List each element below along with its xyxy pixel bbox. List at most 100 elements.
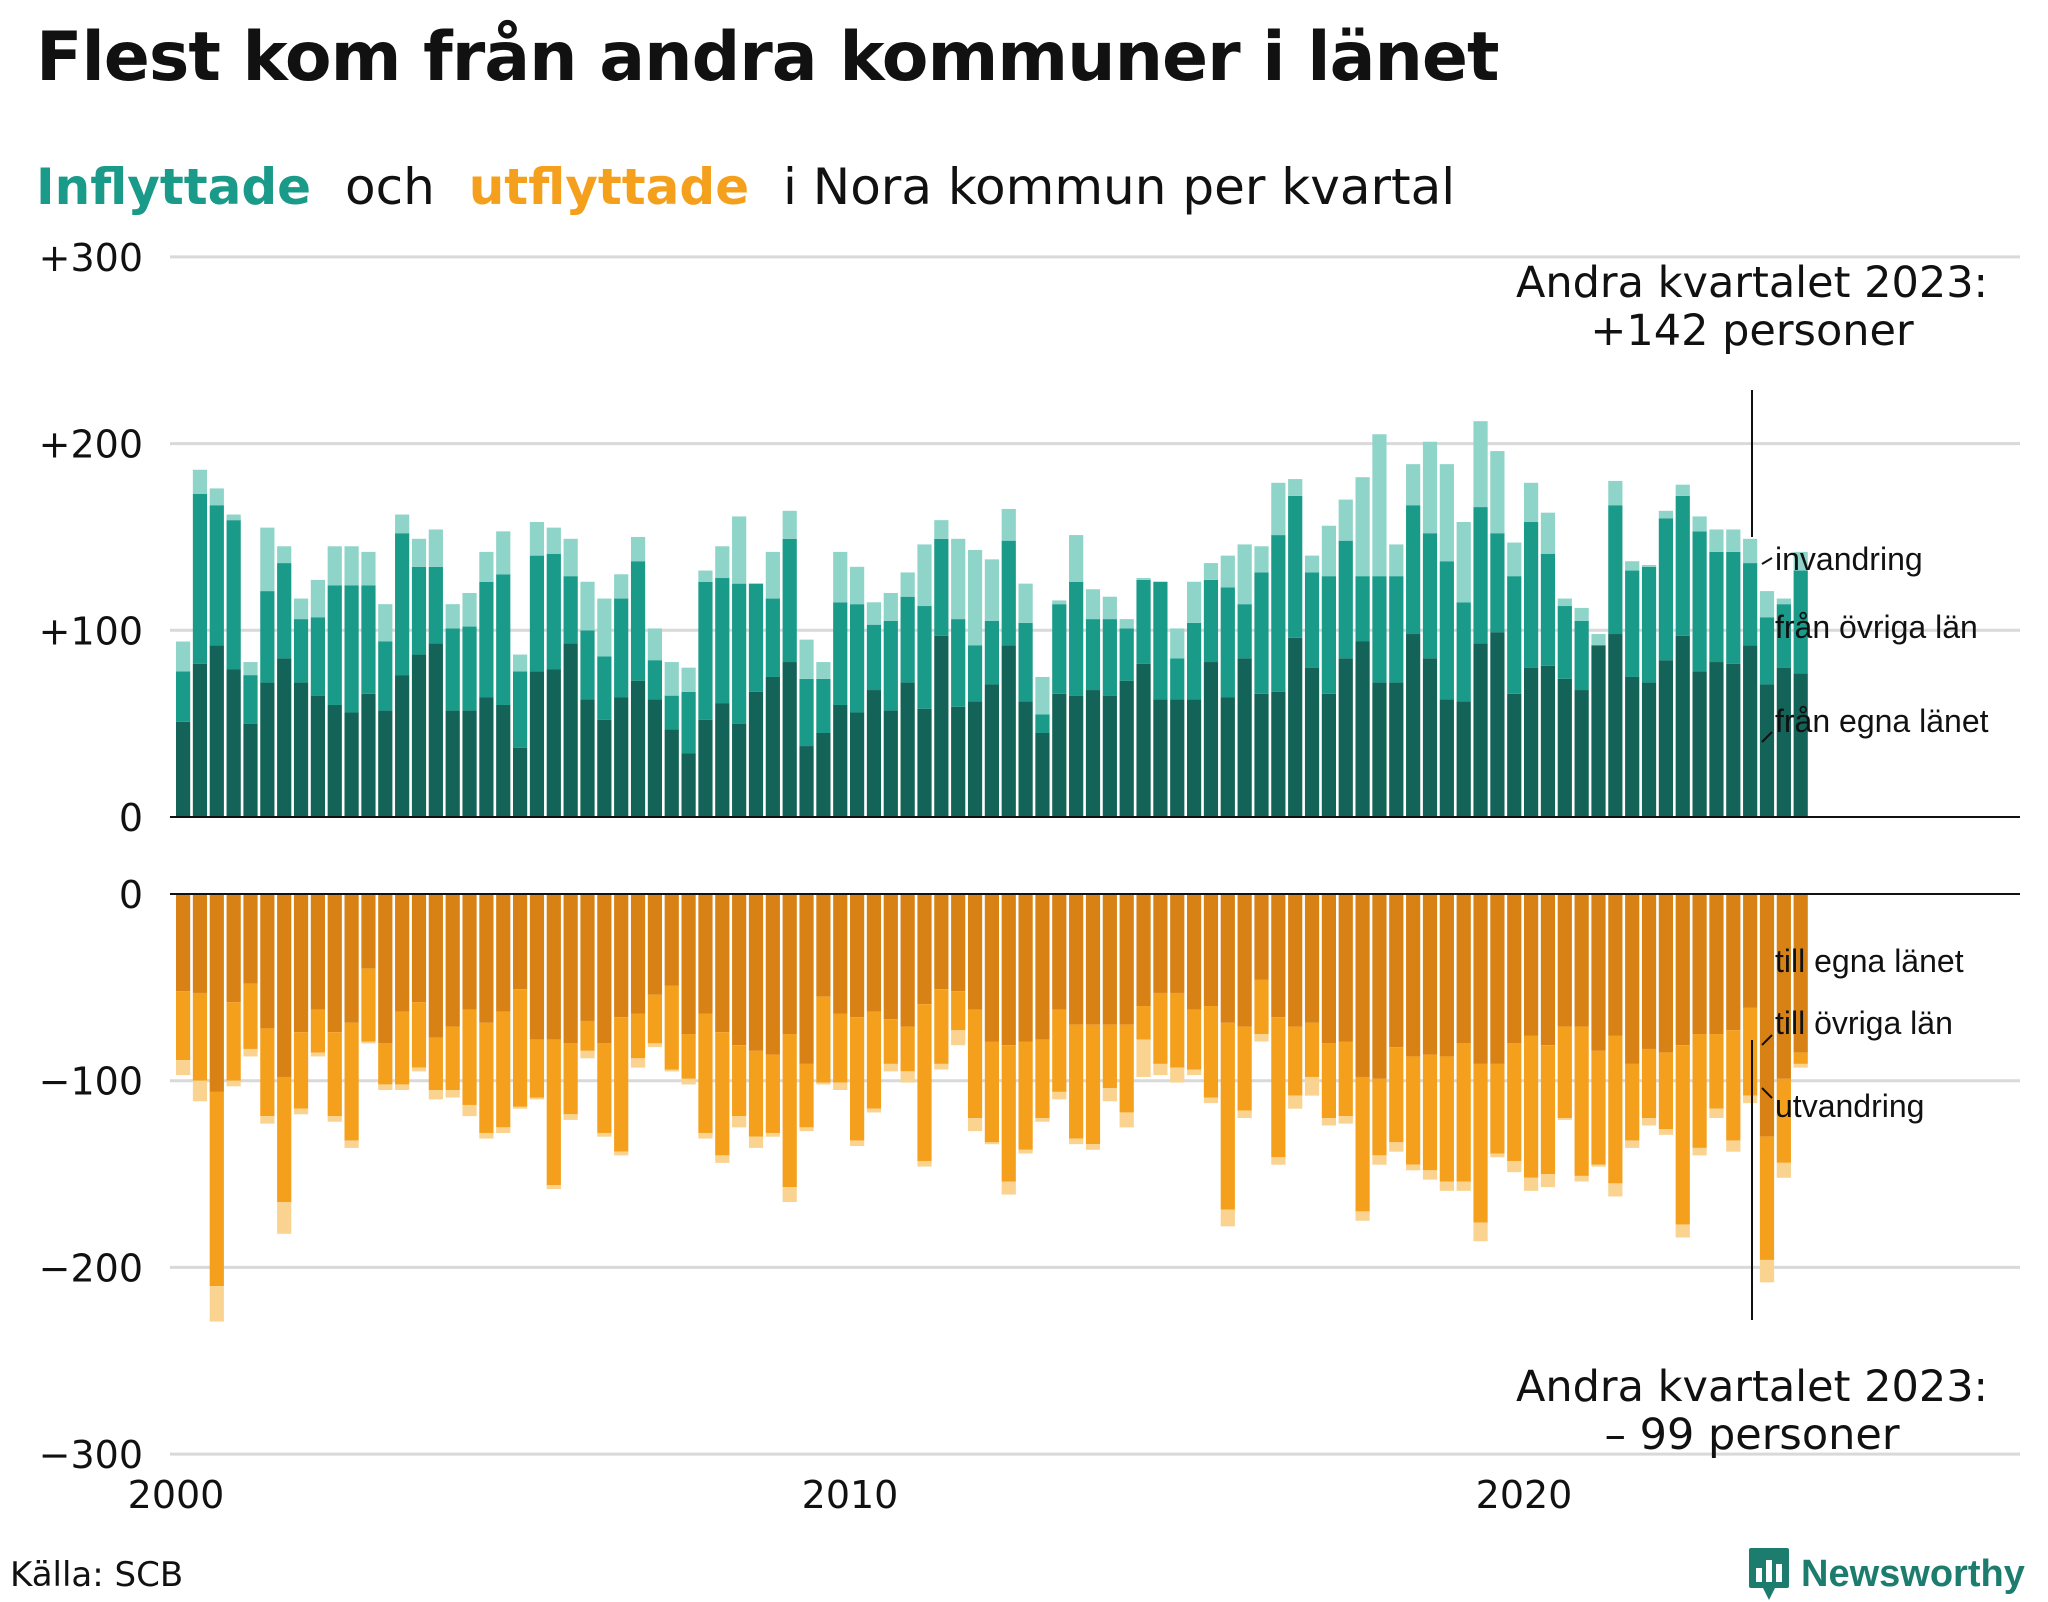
bar-in-egna — [192, 663, 208, 817]
bar-in-ovriga — [833, 602, 848, 705]
bar-in-invandring — [866, 602, 882, 625]
bar-in-ovriga — [546, 553, 561, 670]
bar-in-egna — [1658, 660, 1673, 817]
bar-out-utvandring — [1743, 1095, 1758, 1104]
bar-out-utvandring — [934, 1063, 949, 1070]
bar-in-invandring — [1069, 535, 1084, 582]
bar-in-ovriga — [1237, 604, 1252, 659]
bar-in-egna — [310, 695, 325, 817]
y-tick-label-bottom: −300 — [39, 1433, 143, 1477]
annotation-bottom-line2: – 99 personer — [1604, 1410, 1899, 1460]
bar-in-ovriga — [361, 585, 376, 694]
bar-out-ovriga — [1507, 1043, 1522, 1161]
bar-out-egna — [984, 894, 999, 1042]
bar-out-egna — [344, 894, 359, 1023]
bar-in-ovriga — [1153, 581, 1168, 700]
bar-in-egna — [462, 710, 477, 817]
bar-in-ovriga — [1608, 505, 1623, 635]
bar-out-egna — [209, 894, 224, 1092]
bar-in-ovriga — [1389, 576, 1404, 683]
bar-out-utvandring — [1625, 1140, 1640, 1148]
bar-out-utvandring — [310, 1052, 325, 1057]
bar-out-egna — [1675, 894, 1690, 1046]
bar-in-ovriga — [1793, 570, 1808, 674]
bar-in-ovriga — [513, 671, 528, 748]
bar-out-ovriga — [1743, 1007, 1758, 1096]
subtitle-rest: i Nora kommun per kvartal — [783, 158, 1456, 216]
bar-in-egna — [1422, 658, 1438, 817]
bar-in-egna — [1709, 662, 1724, 817]
bar-out-egna — [967, 894, 983, 1010]
bar-out-ovriga — [563, 1043, 578, 1115]
bar-in-egna — [529, 671, 545, 817]
bar-in-egna — [1439, 699, 1454, 817]
bar-in-egna — [563, 643, 578, 817]
bar-in-ovriga — [1035, 714, 1050, 733]
bar-in-egna — [850, 712, 865, 817]
bar-out-ovriga — [850, 1017, 865, 1141]
bar-out-utvandring — [496, 1127, 511, 1133]
bar-out-ovriga — [277, 1076, 292, 1203]
newsworthy-logo-text: Newsworthy — [1801, 1552, 2025, 1595]
legend-från-egna-länet: från egna länet — [1775, 703, 1989, 739]
bar-out-utvandring — [1136, 1039, 1151, 1077]
bar-in-ovriga — [1507, 576, 1522, 694]
bar-in-egna — [748, 691, 764, 817]
bar-out-ovriga — [1776, 1078, 1791, 1163]
bar-in-ovriga — [1355, 576, 1370, 642]
bar-in-ovriga — [917, 606, 932, 709]
bar-in-egna — [260, 682, 275, 817]
bar-out-ovriga — [1726, 1030, 1741, 1141]
y-tick-label-bottom: −200 — [39, 1246, 143, 1290]
bar-out-ovriga — [630, 1013, 646, 1059]
bar-out-ovriga — [597, 1043, 612, 1133]
bar-in-ovriga — [277, 563, 292, 659]
bar-in-egna — [951, 706, 966, 817]
bar-in-ovriga — [378, 641, 393, 711]
bar-in-egna — [226, 669, 241, 817]
y-tick-label-bottom: −100 — [39, 1060, 143, 1104]
bar-in-egna — [614, 697, 629, 817]
bar-in-ovriga — [664, 695, 679, 730]
bar-out-ovriga — [1709, 1034, 1724, 1109]
bar-out-ovriga — [1540, 1045, 1556, 1175]
bar-out-utvandring — [1321, 1118, 1336, 1126]
bar-in-invandring — [277, 546, 292, 564]
bar-out-ovriga — [883, 1019, 898, 1064]
bar-in-invandring — [732, 516, 747, 584]
bar-out-ovriga — [327, 1032, 342, 1117]
bar-in-egna — [1490, 632, 1505, 817]
bar-in-ovriga — [1018, 622, 1033, 702]
bar-in-invandring — [1018, 583, 1033, 623]
bar-out-utvandring — [1119, 1112, 1134, 1128]
bar-in-invandring — [1675, 484, 1690, 496]
bar-in-ovriga — [260, 591, 275, 683]
bar-out-utvandring — [1557, 1118, 1572, 1120]
bar-in-ovriga — [698, 581, 713, 720]
bar-out-egna — [1254, 894, 1269, 980]
outflow-bars — [176, 894, 1808, 1322]
bar-in-egna — [243, 723, 258, 817]
bar-out-utvandring — [361, 1041, 376, 1044]
bar-in-egna — [597, 719, 612, 817]
bar-out-ovriga — [1170, 992, 1185, 1068]
chart-title: Flest kom från andra kommuner i länet — [36, 18, 1500, 97]
bar-out-egna — [277, 894, 292, 1077]
bar-out-egna — [1658, 894, 1673, 1053]
bar-in-ovriga — [715, 578, 730, 704]
bar-in-invandring — [1085, 589, 1101, 620]
bar-out-egna — [1052, 894, 1067, 1010]
bar-out-ovriga — [1524, 1035, 1539, 1178]
bar-in-egna — [833, 704, 848, 817]
bar-out-egna — [1237, 894, 1252, 1027]
bar-in-egna — [1355, 641, 1370, 817]
bar-in-ovriga — [496, 574, 511, 705]
bar-in-ovriga — [1759, 617, 1775, 685]
bar-out-egna — [630, 894, 646, 1014]
bar-out-ovriga — [782, 1034, 797, 1188]
bar-out-ovriga — [984, 1041, 999, 1143]
bar-out-egna — [513, 894, 528, 990]
bar-in-ovriga — [176, 671, 191, 722]
bar-out-egna — [883, 894, 898, 1020]
